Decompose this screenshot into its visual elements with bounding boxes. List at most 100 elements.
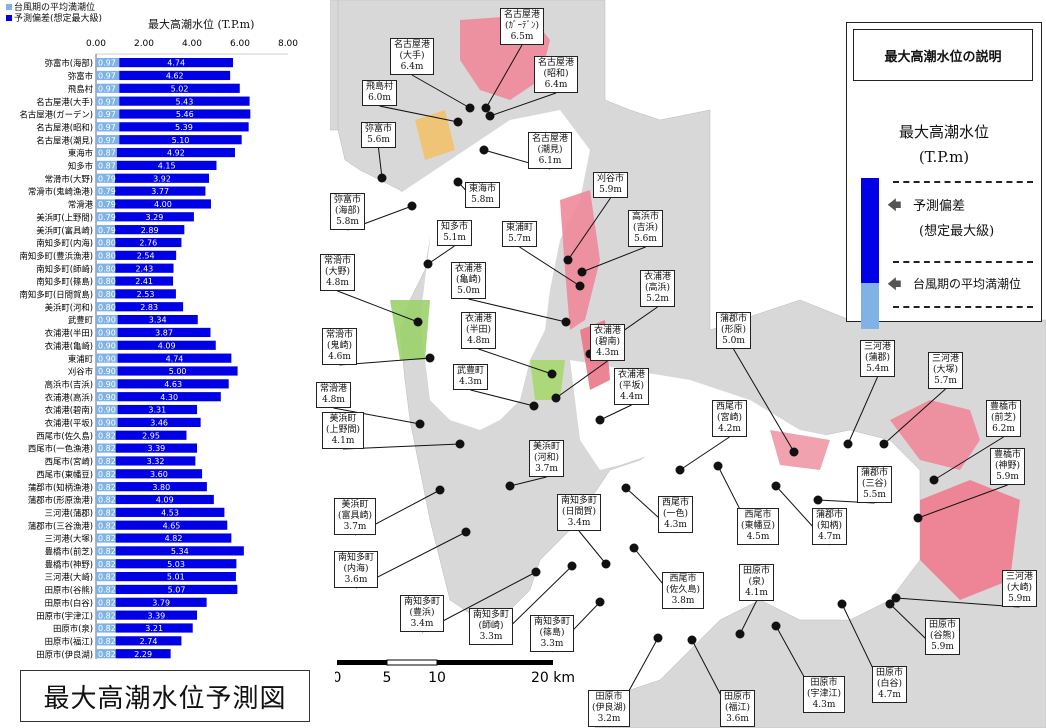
map-label-line: 美浜町	[329, 414, 357, 424]
bar-dev-label: 3.92	[153, 174, 171, 183]
map-label: 名古屋港 (昭和) 6.4m	[534, 56, 579, 93]
bar-dev-label: 3.39	[147, 611, 165, 620]
bar-avg-label: 0.79	[98, 187, 116, 196]
category-label: 常滑市(鬼崎漁港)	[28, 187, 93, 197]
category-label: 田原市(宇津江)	[36, 611, 93, 621]
map-label-line: (平坂)	[618, 381, 645, 391]
bar-dev-label: 4.53	[161, 508, 179, 517]
map-label: 南知多町 (師崎) 3.3m	[469, 608, 514, 645]
bar-avg	[96, 122, 120, 132]
bar-dev-label: 2.41	[135, 277, 153, 286]
scale-seg	[386, 659, 438, 666]
bar-dev-label: 3.34	[149, 316, 167, 325]
bar-avg	[96, 96, 120, 106]
bar-avg-label: 0.90	[98, 419, 116, 428]
map-label-line: 4.3m	[812, 700, 836, 710]
bar-avg-label: 0.82	[98, 598, 116, 607]
bar-avg-label: 0.90	[98, 316, 116, 325]
map-label-line: 三河港	[932, 354, 960, 364]
category-label: 衣浦港(碧南)	[45, 405, 93, 415]
bar-avg	[96, 404, 118, 415]
bar-dev	[115, 289, 176, 299]
bar-avg-label: 0.82	[98, 444, 116, 453]
bar-avg	[96, 276, 116, 286]
bar-avg-label: 0.82	[98, 573, 116, 582]
bar-dev-label: 4.65	[163, 521, 181, 530]
scale-bar: 0 5 10 20 km	[335, 659, 575, 686]
x-tick-label: 4.00	[182, 39, 202, 49]
map-label: 南知多町 (日間賀) 3.4m	[557, 494, 602, 531]
bar-dev	[115, 276, 174, 286]
map-label-line: 3.8m	[671, 596, 695, 606]
bar-avg	[96, 353, 118, 363]
bar-avg-label: 0.97	[98, 123, 116, 132]
map-label-line: 南知多町	[404, 597, 441, 607]
bar-avg	[96, 237, 116, 248]
map-label: 東浦町 5.7m	[502, 221, 538, 247]
bar-dev	[117, 353, 232, 363]
bar-avg-label: 0.82	[98, 624, 116, 633]
map-label-line: 4.6m	[328, 352, 351, 362]
map-label-line: 蒲郡市	[816, 510, 844, 520]
bar-avg	[96, 70, 120, 81]
map-label-line: 5.8m	[471, 195, 494, 205]
category-label: 豊橋市(神野)	[45, 559, 93, 569]
map-label-line: 豊橋市	[994, 450, 1022, 460]
map-label-line: 衣浦港	[465, 314, 493, 324]
bar-avg-label: 0.79	[98, 213, 116, 222]
bar-dev	[119, 83, 240, 93]
legend-label-avg: 台風期の平均満潮位	[14, 3, 96, 13]
category-label: 美浜町(富具崎)	[36, 225, 93, 235]
map-label-line: (福江)	[724, 703, 751, 713]
bar-avg-label: 0.87	[98, 149, 116, 158]
bar-avg-label: 0.90	[98, 393, 116, 402]
map-label: 常滑市 (鬼崎) 4.6m	[322, 328, 358, 365]
category-label: 常滑港	[68, 200, 94, 210]
map-label-line: (日間賀)	[561, 507, 597, 517]
category-label: 美浜町(河和)	[45, 302, 93, 312]
bar-dev-label: 3.31	[148, 406, 166, 415]
category-label: 西尾市(一色漁港)	[28, 444, 93, 454]
explanation-dev-sub: (想定最大級)	[919, 224, 995, 239]
map-label-line: 三河港	[864, 342, 892, 352]
bar-dev-label: 2.29	[134, 650, 152, 659]
scale-seg	[437, 660, 553, 665]
map-label-line: (大野)	[324, 267, 351, 277]
bar-avg-label: 0.90	[98, 354, 116, 363]
category-label: 名古屋港(昭和)	[36, 122, 93, 132]
bar-avg	[96, 392, 118, 402]
bar-dev-label: 5.03	[167, 560, 185, 569]
map-label-line: (内海)	[343, 564, 369, 574]
map-label: 名古屋港 (潮見) 6.1m	[528, 132, 573, 169]
dev-swatch	[861, 178, 879, 283]
category-label: 田原市(谷熊)	[45, 585, 93, 595]
map-label: 豊橋市 (前芝) 6.2m	[986, 400, 1022, 437]
bar-dev	[115, 443, 198, 453]
explanation-dev: 予測偏差	[913, 199, 966, 214]
map-label-line: 常滑市	[324, 256, 352, 266]
category-label: 東海市	[68, 148, 93, 158]
bar-dev-label: 2.54	[137, 251, 155, 260]
bar-avg	[96, 58, 120, 68]
bar-avg-label: 0.82	[98, 521, 116, 530]
bar-dev-label: 4.63	[164, 380, 182, 389]
category-label: 蒲郡市(知柄漁港)	[28, 482, 93, 492]
map-label-line: 5.0m	[722, 336, 745, 346]
bar-dev-label: 4.09	[158, 341, 176, 350]
bar-avg-label: 0.90	[98, 329, 116, 338]
map-label: 三河港 (大崎) 5.9m	[1002, 570, 1038, 607]
bar-avg	[96, 456, 116, 466]
bar-avg	[96, 83, 120, 93]
map-label-line: 4.1m	[745, 588, 768, 598]
bar-avg-label: 0.79	[98, 226, 116, 235]
bar-avg-label: 0.90	[98, 380, 116, 389]
bar-dev	[114, 225, 185, 235]
bar-avg	[96, 250, 116, 260]
map-label-line: 三河港	[1006, 572, 1034, 582]
bar-chart: 0.00 2.00 4.00 6.00 8.00 弥富市(海部) 0.97 4.74 弥富市 0.…	[19, 39, 298, 659]
map-label-line: 蒲郡市	[861, 468, 889, 478]
map-label-line: (東幡豆)	[741, 521, 776, 531]
bar-dev	[116, 147, 235, 158]
map-label: 美浜町 (富具崎) 3.7m	[334, 498, 377, 535]
bar-dev	[115, 597, 207, 607]
